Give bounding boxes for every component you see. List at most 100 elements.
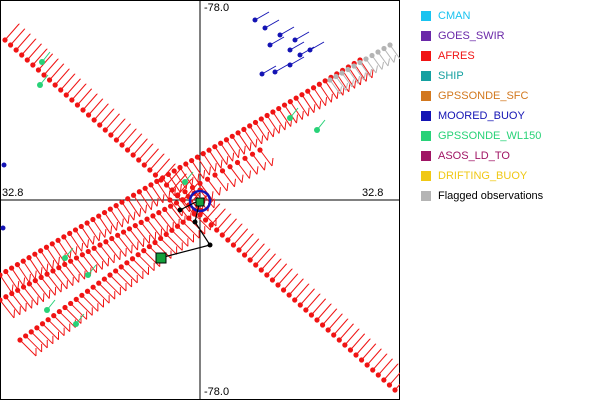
track-sw-outer-barb [75, 299, 93, 316]
track-sw-ne-barb [255, 122, 268, 141]
track-sw-ne-barb [173, 170, 187, 190]
track-sw-ne-barb [40, 250, 54, 270]
track-sw-ne-barb [307, 90, 321, 110]
buoy-barb [279, 26, 295, 36]
track-sw-inner-point [144, 216, 150, 222]
buoy-barb [289, 56, 305, 66]
track-sw-inner-flag [78, 273, 80, 283]
track-nw-se-barb [21, 38, 37, 56]
track-nw-se-point [286, 292, 292, 298]
track-sw-outer-barb [70, 303, 87, 320]
buoy-barb [289, 41, 305, 51]
track-sw-ne-point [26, 255, 32, 261]
track-nw-se-barb [60, 73, 76, 91]
track-nw-se-point [342, 342, 348, 348]
track-sw-ne-point [305, 88, 311, 94]
track-sw-outer-barb [42, 323, 59, 341]
track-sw-ne-barb [266, 115, 280, 134]
track-sw-ne-point [189, 157, 195, 164]
track-nw-se-barb [227, 223, 243, 241]
track-nw-se-barb [350, 333, 365, 351]
track-sw-ne-barb [98, 215, 112, 235]
track-sw-ne-flag [348, 83, 351, 92]
observation-map[interactable]: -78.0 -78.0 32.8 32.8 [0, 0, 400, 400]
track-sw-outer-point [68, 300, 74, 307]
track-sw-inner-barb [152, 215, 168, 235]
center-ob-square [195, 197, 205, 207]
track-sw-inner-point [73, 255, 80, 261]
track-sw-ne-flag [191, 176, 194, 186]
track-center-point [212, 172, 218, 178]
track-sw-inner-barb [111, 238, 127, 257]
track-sw-ne-barb [313, 87, 326, 107]
track-sw-inner-point [56, 265, 62, 271]
track-sw-ne-point [84, 220, 90, 226]
track-nw-se-point [386, 382, 393, 388]
track-nw-se-point [147, 167, 153, 173]
selected-ob-square [155, 252, 167, 264]
track-nw-se-barb [327, 313, 343, 331]
track-sw-inner-flag [148, 235, 151, 244]
track-sw-outer-point [90, 284, 96, 290]
track-nw-se-barb [255, 248, 271, 266]
legend-swatch [421, 71, 431, 81]
track-sw-ne-barb [295, 97, 309, 117]
track-nw-se-barb [344, 328, 360, 346]
track-sw-outer-point [17, 337, 23, 343]
track-sw-inner-barb [58, 267, 74, 286]
track-sw-outer-point [186, 215, 192, 221]
track-nw-se-point [202, 217, 209, 223]
track-nw-se-point [169, 187, 175, 193]
flagged-flag [363, 72, 366, 81]
flagged-point [327, 77, 333, 83]
flagged-point [363, 56, 369, 62]
flagged-barb [353, 65, 365, 81]
track-sw-ne-point [119, 199, 125, 205]
track-nw-se-barb [238, 233, 254, 251]
track-sw-ne-flag [354, 79, 357, 89]
track-sw-ne-barb [109, 208, 123, 228]
track-sw-ne-flag [255, 138, 258, 148]
track-sw-inner-barb [23, 286, 38, 306]
track-sw-ne-barb [115, 205, 129, 224]
track-sw-outer-point [113, 268, 119, 274]
track-sw-outer-point [152, 239, 158, 246]
track-sw-ne-barb [202, 153, 216, 172]
track-nw-se-barb [49, 63, 64, 81]
track-nw-se-point [63, 92, 69, 98]
track-center-point [174, 193, 181, 199]
map-canvas[interactable] [0, 0, 400, 400]
track-nw-se-barb [88, 98, 103, 116]
track-nw-se-barb [121, 128, 137, 146]
track-sw-ne-flag [156, 197, 159, 207]
track-sw-ne-barb [34, 253, 48, 273]
track-sw-ne-barb [57, 240, 71, 259]
track-sw-inner-barb [140, 222, 156, 241]
track-sw-inner-barb [134, 225, 150, 244]
track-nw-se-barb [43, 58, 59, 76]
legend-item: GPSSONDE_SFC [421, 86, 543, 106]
track-sw-ne-point [264, 112, 270, 119]
track-nw-se-point [113, 137, 120, 143]
track-nw-se-point [370, 367, 376, 373]
track-center-point [182, 189, 188, 195]
track-sw-ne-barb [214, 146, 228, 165]
legend-swatch [421, 111, 431, 121]
track-sw-inner-barb [146, 218, 162, 238]
track-sw-ne-flag [40, 267, 43, 276]
track-sw-inner-barb [52, 270, 68, 290]
track-sw-ne-flag [214, 163, 217, 172]
track-center-point [257, 147, 263, 153]
track-sw-ne-point [223, 137, 230, 143]
track-sw-ne-barb [330, 77, 344, 96]
track-sw-inner-point [20, 284, 27, 290]
track-sw-inner-point [156, 210, 162, 216]
track-center-point [197, 180, 203, 186]
track-sw-inner-barb [5, 296, 21, 316]
flagged-flag [369, 68, 372, 77]
legend-label: CMAN [438, 10, 471, 22]
track-sw-inner-point [138, 219, 144, 225]
track-sw-ne-point [9, 265, 15, 271]
track-sw-ne-point [49, 241, 55, 247]
track-nw-se-point [280, 287, 287, 293]
